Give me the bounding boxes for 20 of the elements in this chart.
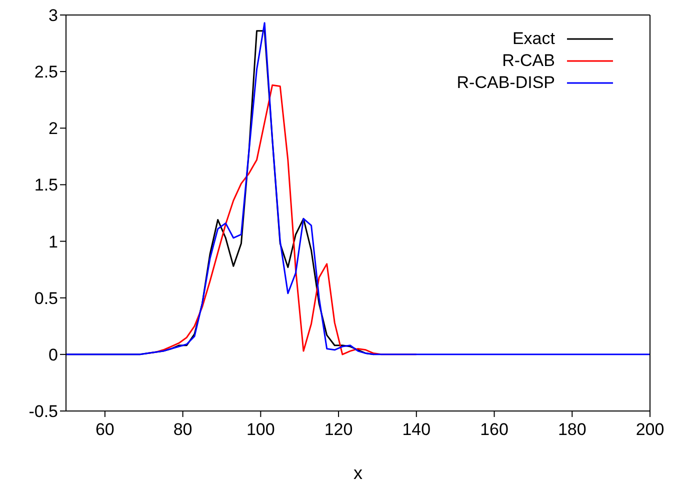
x-tick-label: 120 bbox=[324, 420, 353, 440]
x-tick-label: 60 bbox=[95, 420, 114, 440]
legend-label: R-CAB bbox=[502, 51, 555, 71]
y-tick-label: 0.5 bbox=[34, 288, 58, 308]
x-tick-label: 160 bbox=[480, 420, 508, 440]
y-tick-label: 1 bbox=[48, 232, 58, 252]
y-tick-label: 1.5 bbox=[34, 176, 58, 195]
x-tick-label: 180 bbox=[558, 420, 586, 440]
x-tick-label: 80 bbox=[173, 420, 192, 440]
legend-label: Exact bbox=[512, 29, 555, 49]
x-tick-label: 100 bbox=[246, 420, 275, 440]
y-tick-label: 2.5 bbox=[34, 62, 58, 82]
y-tick-label: 2 bbox=[48, 119, 58, 138]
x-tick-label: 200 bbox=[636, 420, 664, 440]
x-tick-label: 140 bbox=[402, 420, 431, 440]
x-axis-title: x bbox=[354, 463, 362, 483]
y-tick-label: 0 bbox=[48, 345, 58, 364]
y-tick-label: -0.5 bbox=[28, 402, 58, 422]
legend-label: R-CAB-DISP bbox=[456, 73, 555, 93]
y-tick-label: 3 bbox=[48, 6, 58, 26]
